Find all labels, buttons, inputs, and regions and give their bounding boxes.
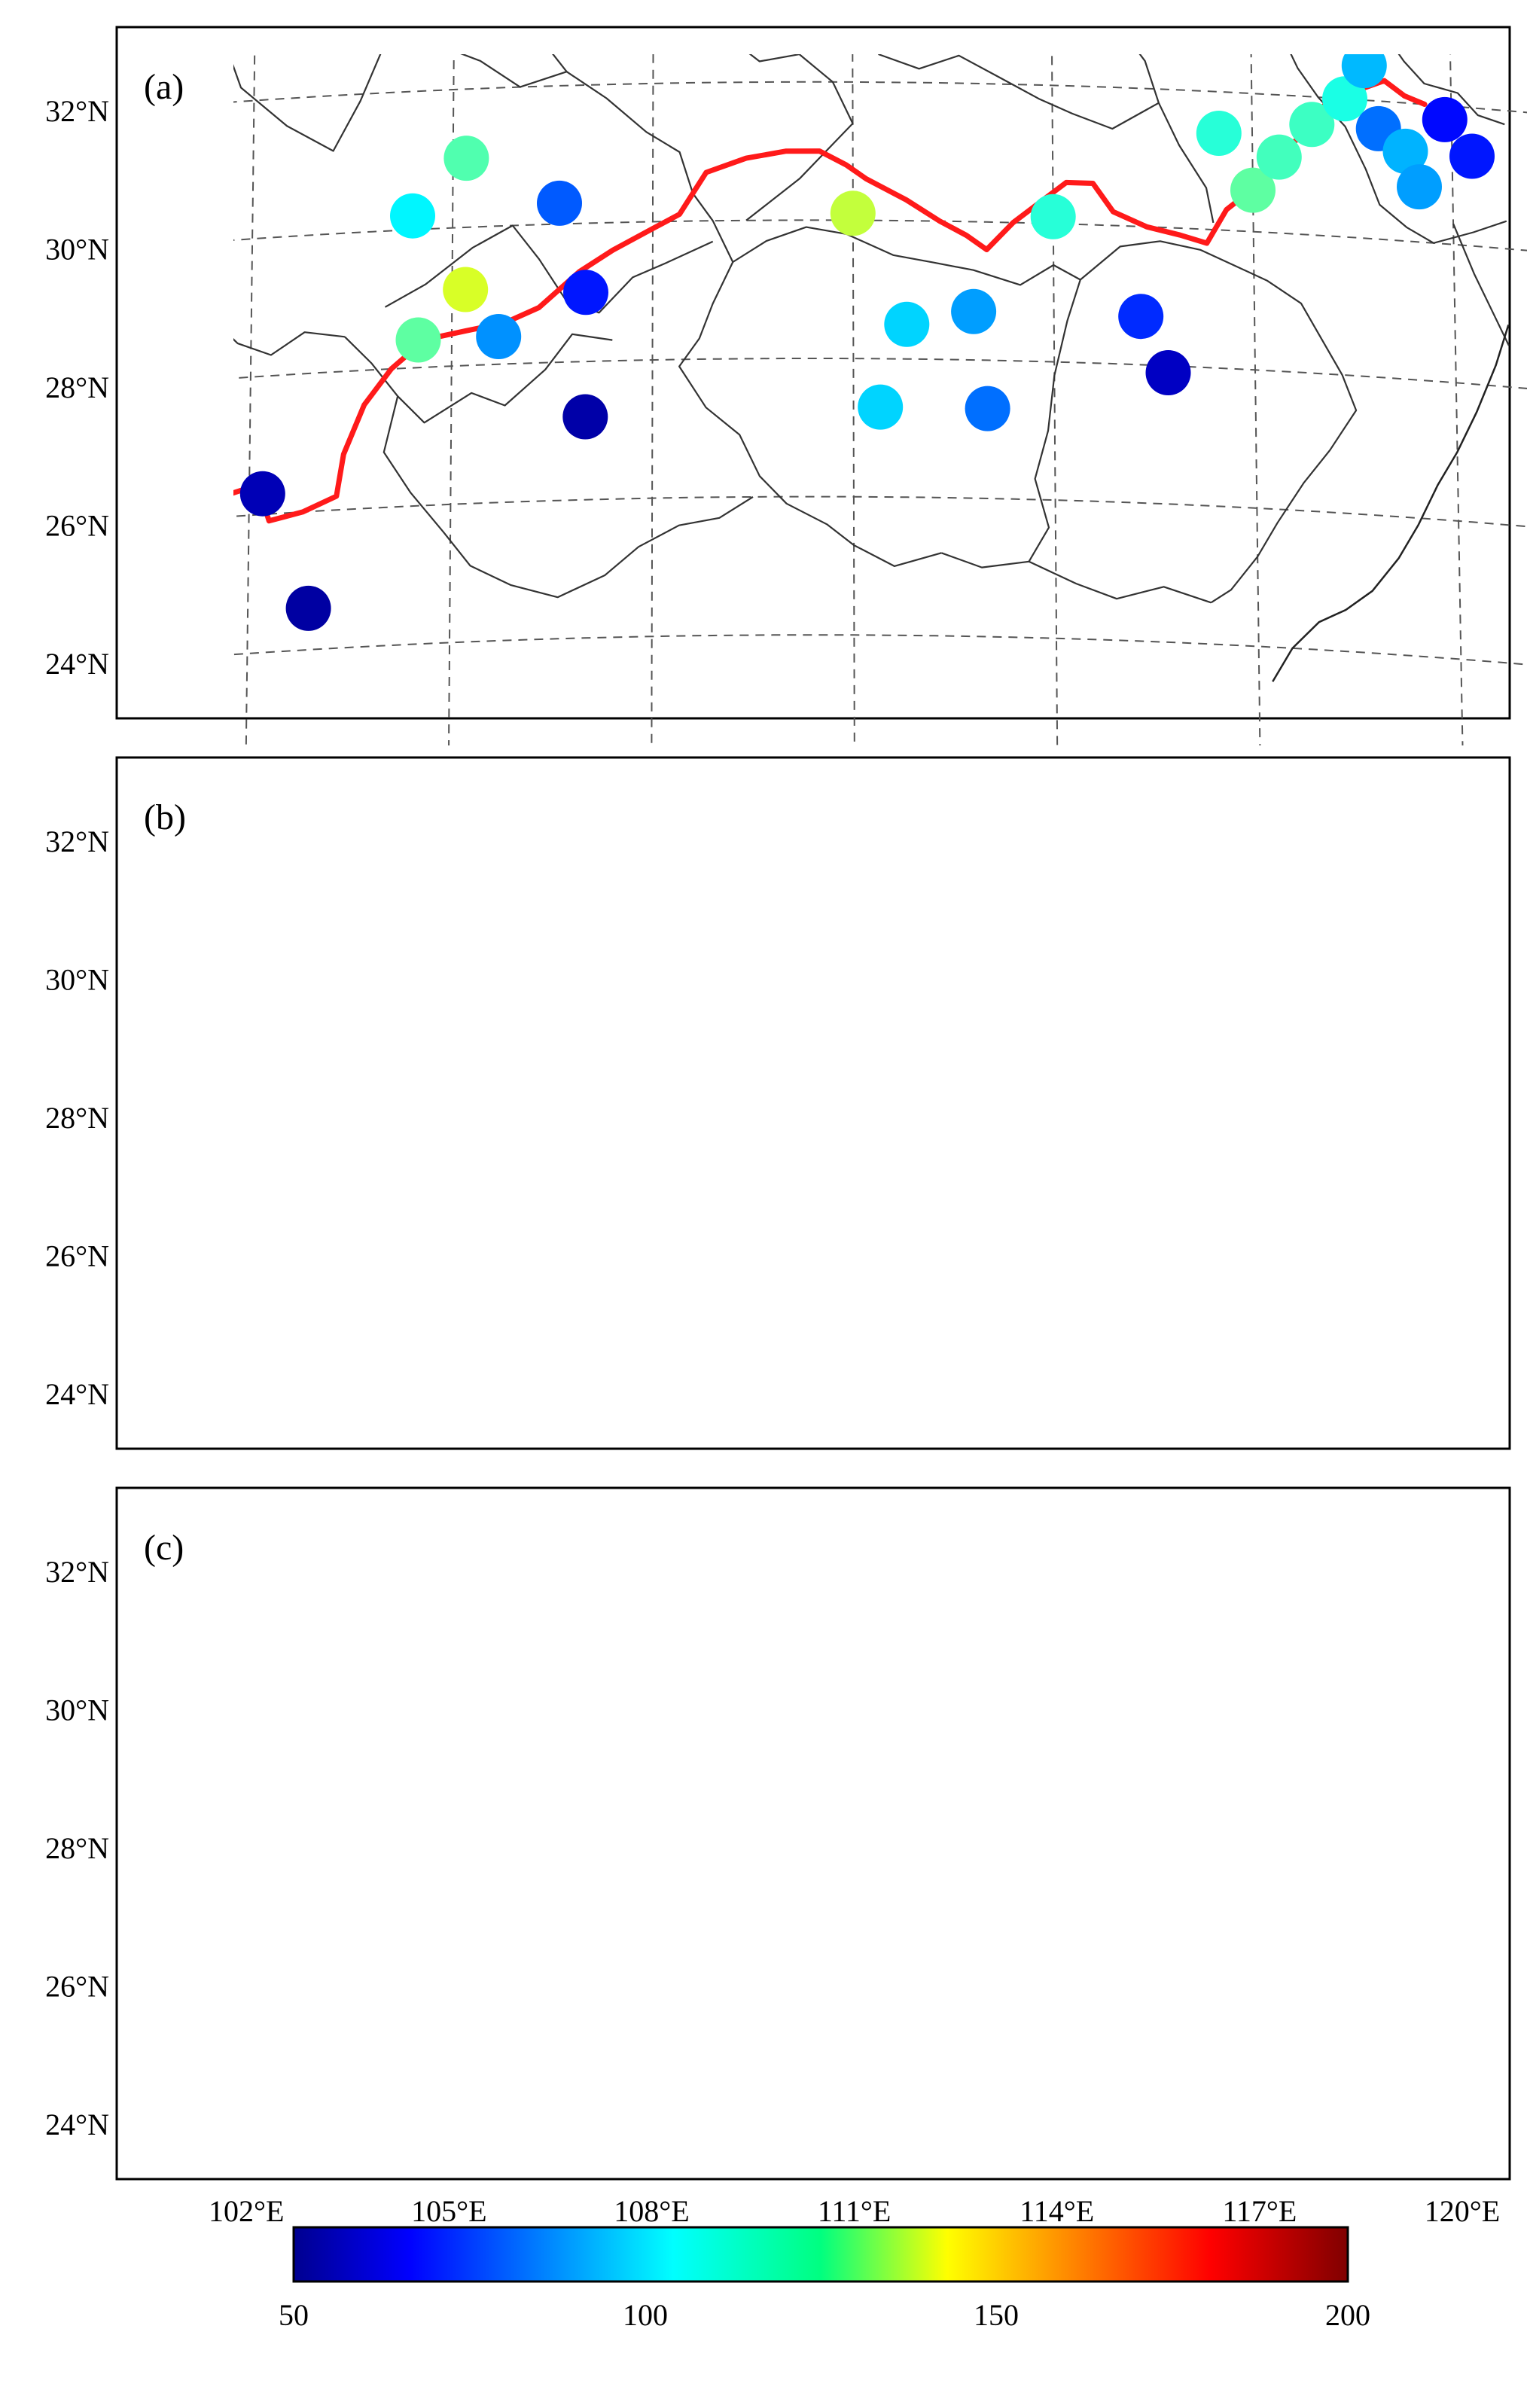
colorbar-gradient (292, 2226, 1349, 2283)
province-boundary (383, 395, 754, 599)
latitude-label: 24°N (45, 2108, 109, 2141)
longitude-label: 111°E (818, 2194, 891, 2228)
station-marker (965, 386, 1010, 431)
station-marker (1289, 102, 1335, 148)
province-boundary (1397, 54, 1505, 126)
province-boundary (1080, 240, 1358, 604)
latitude-label: 24°N (45, 1377, 109, 1411)
meridian-114 (1051, 54, 1059, 745)
latitude-label: 26°N (45, 1970, 109, 2004)
station-marker (1196, 111, 1242, 156)
province-boundary (940, 552, 1212, 604)
colorbar-tick-200: 200 (1325, 2298, 1370, 2332)
meridian-111 (852, 54, 855, 745)
parallel-32 (233, 81, 1527, 114)
latitude-label: 30°N (45, 232, 109, 266)
station-marker (443, 136, 489, 181)
meridian-105 (448, 54, 455, 745)
latitude-label: 32°N (45, 1555, 109, 1589)
station-marker (1256, 134, 1302, 180)
station-marker (537, 180, 582, 226)
station-marker (858, 384, 904, 430)
station-marker (884, 301, 930, 347)
meridian-120 (1449, 54, 1464, 745)
station-marker (1382, 128, 1428, 174)
station-marker (1322, 76, 1367, 122)
parallel-28 (233, 358, 1527, 389)
meridian-117 (1250, 54, 1261, 745)
latitude-label: 30°N (45, 1693, 109, 1727)
station-marker (285, 585, 331, 631)
colorbar-tick-100: 100 (623, 2298, 668, 2332)
province-boundary (460, 54, 942, 567)
colorbar: 50 100 150 200 (279, 2226, 1370, 2332)
station-marker (1341, 54, 1387, 89)
province-boundary (1138, 54, 1215, 224)
map-panel-a: (a) 32°N 30°N 28°N 26°N 24°N (45, 26, 1527, 745)
panel-label: (a) (144, 67, 184, 107)
latitude-label: 32°N (45, 94, 109, 128)
colorbar-tick-150: 150 (974, 2298, 1019, 2332)
province-boundary (732, 226, 1081, 562)
meridian-108 (651, 54, 654, 745)
province-boundary (745, 54, 854, 221)
latitude-label: 26°N (45, 509, 109, 543)
station-marker (1030, 194, 1076, 239)
map-panel-b: (b) 32°N 30°N 28°N 26°N 24°N (45, 756, 1511, 1529)
latitude-label: 28°N (45, 1831, 109, 1865)
station-marker (951, 288, 997, 334)
longitude-label: 102°E (209, 2194, 284, 2228)
latitude-label: 30°N (45, 962, 109, 996)
yangtze-river-line (233, 78, 1428, 524)
map-panel-c: (c) 32°N 30°N 28°N 26°N 24°N (45, 1486, 1511, 2181)
longitude-label: 105°E (411, 2194, 486, 2228)
latitude-label: 28°N (45, 370, 109, 404)
station-marker (390, 193, 435, 239)
province-boundary (233, 331, 346, 356)
province-boundary (877, 54, 1160, 130)
province-boundary (1452, 223, 1510, 346)
province-boundary (233, 54, 382, 152)
longitude-label: 108°E (614, 2194, 689, 2228)
latitude-label: 24°N (45, 647, 109, 681)
station-marker (1230, 167, 1276, 213)
station-marker (239, 471, 285, 517)
station-marker (563, 270, 608, 315)
province-boundary (344, 333, 613, 424)
station-marker (562, 394, 608, 440)
station-marker (830, 191, 876, 236)
station-marker (395, 317, 441, 363)
station-marker (443, 267, 489, 312)
station-marker (1145, 350, 1191, 395)
station-marker (1422, 96, 1468, 142)
latitude-label: 32°N (45, 825, 109, 858)
station-marker (1397, 164, 1442, 210)
colorbar-tick-50: 50 (279, 2298, 309, 2332)
station-marker (1449, 133, 1495, 179)
coastline (1272, 325, 1510, 682)
parallel-30 (233, 219, 1527, 251)
province-boundary (1290, 54, 1507, 244)
latitude-label: 26°N (45, 1239, 109, 1273)
station-marker (476, 314, 522, 359)
panel-frame (115, 756, 1511, 1450)
station-marker (1118, 294, 1164, 340)
meridian-102 (245, 54, 256, 745)
latitude-label: 28°N (45, 1101, 109, 1135)
province-boundary (552, 54, 568, 72)
longitude-label: 117°E (1222, 2194, 1297, 2228)
panel-label: (c) (144, 1528, 184, 1568)
longitude-label: 120°E (1425, 2194, 1500, 2228)
longitude-label: 114°E (1020, 2194, 1094, 2228)
province-boundary (384, 224, 714, 314)
panel-label: (b) (144, 797, 186, 837)
parallel-26 (233, 495, 1527, 528)
panel-frame (115, 1486, 1511, 2181)
